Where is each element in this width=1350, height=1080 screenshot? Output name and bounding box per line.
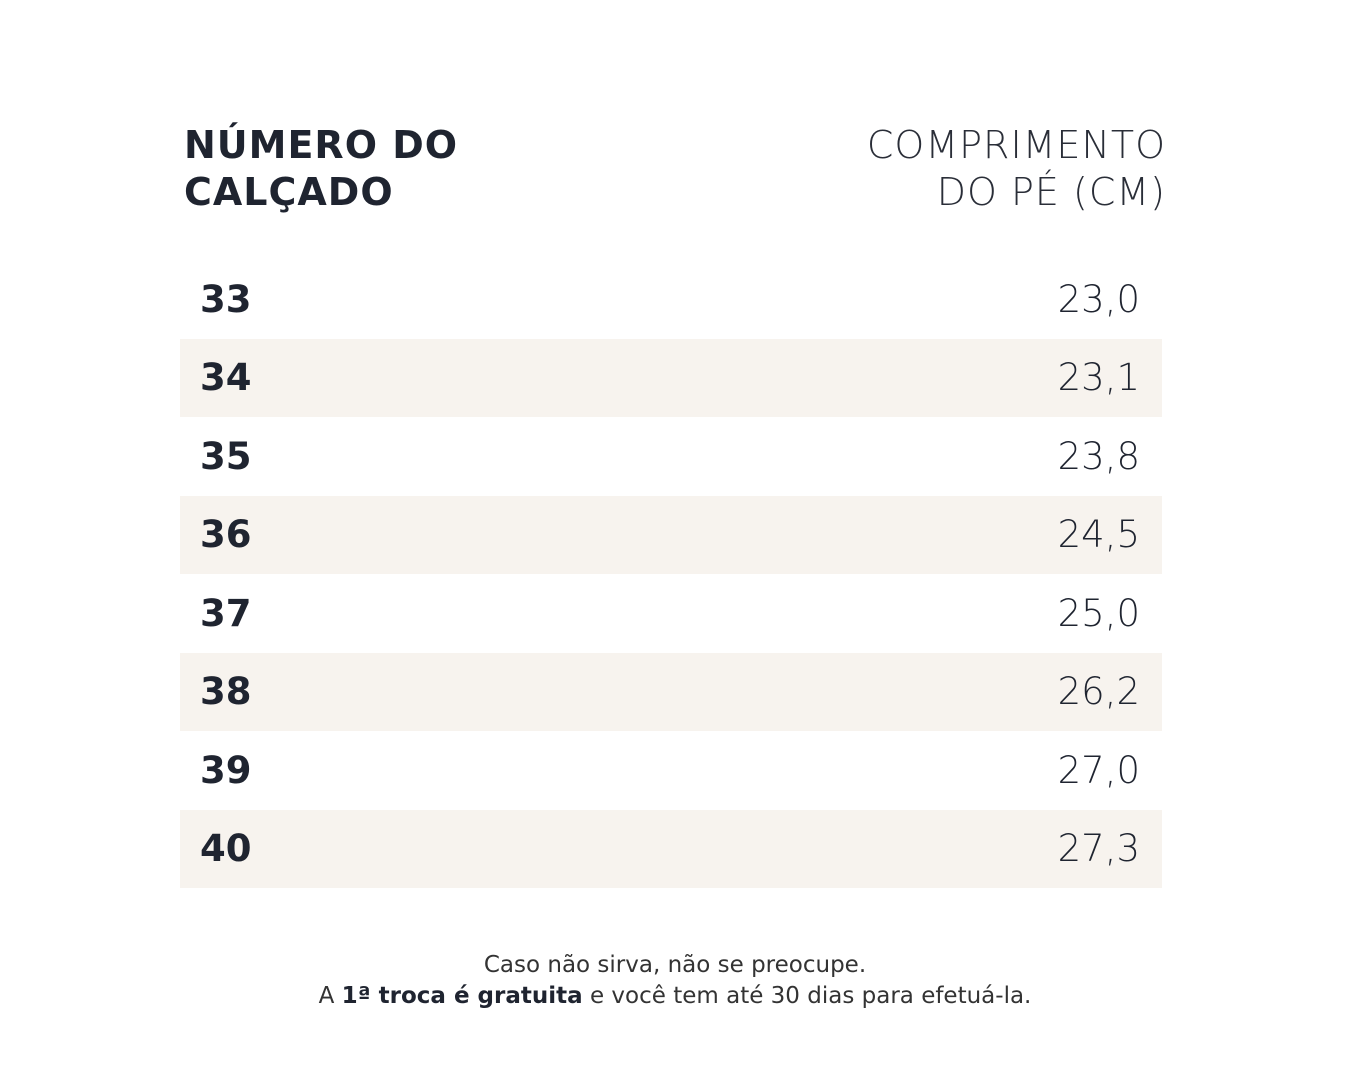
shoe-size: 34 — [200, 356, 252, 400]
header-line: NÚMERO DO — [184, 123, 459, 167]
table-row: 38 26,2 — [180, 652, 1162, 731]
footer-line: A 1ª troca é gratuita e você tem até 30 … — [0, 981, 1350, 1012]
shoe-size: 40 — [200, 827, 252, 871]
footer-line: Caso não sirva, não se preocupe. — [483, 952, 867, 978]
shoe-size: 36 — [200, 513, 252, 557]
foot-length: 27,0 — [1057, 748, 1140, 792]
table-row: 34 23,1 — [180, 338, 1162, 417]
foot-length: 23,8 — [1057, 434, 1140, 478]
foot-length: 24,5 — [1057, 513, 1140, 557]
footer-text: A — [318, 983, 335, 1009]
table-row: 36 24,5 — [180, 495, 1162, 574]
shoe-size: 35 — [200, 434, 252, 478]
shoe-size: 37 — [200, 591, 252, 635]
header-line: COMPRIMENTO — [866, 123, 1166, 167]
header-line: CALÇADO — [184, 170, 394, 214]
footer: Caso não sirva, não se preocupe. A 1ª tr… — [0, 950, 1350, 1012]
footer-text: e você tem até 30 dias para efetuá-la. — [589, 983, 1032, 1009]
size-header: NÚMERO DO CALÇADO — [184, 122, 458, 216]
foot-length: 23,0 — [1057, 277, 1140, 321]
table-row: 35 23,8 — [180, 417, 1162, 496]
table-row: 33 23,0 — [180, 260, 1162, 339]
shoe-size: 38 — [200, 670, 252, 714]
foot-length: 26,2 — [1057, 670, 1140, 714]
length-header: COMPRIMENTO DO PÉ (CM) — [867, 122, 1166, 216]
table-row: 39 27,0 — [180, 731, 1162, 810]
shoe-size: 33 — [200, 277, 252, 321]
size-table: 33 23,0 34 23,1 35 23,8 36 24,5 37 25,0 38 26,2 39 27… — [180, 260, 1162, 888]
foot-length: 23,1 — [1057, 356, 1140, 400]
foot-length: 27,3 — [1057, 827, 1140, 871]
table-row: 37 25,0 — [180, 574, 1162, 653]
footer-bold: 1ª troca é gratuita — [341, 983, 583, 1009]
header-line: DO PÉ (CM) — [936, 170, 1166, 214]
table-row: 40 27,3 — [180, 809, 1162, 888]
foot-length: 25,0 — [1057, 591, 1140, 635]
shoe-size: 39 — [200, 748, 252, 792]
